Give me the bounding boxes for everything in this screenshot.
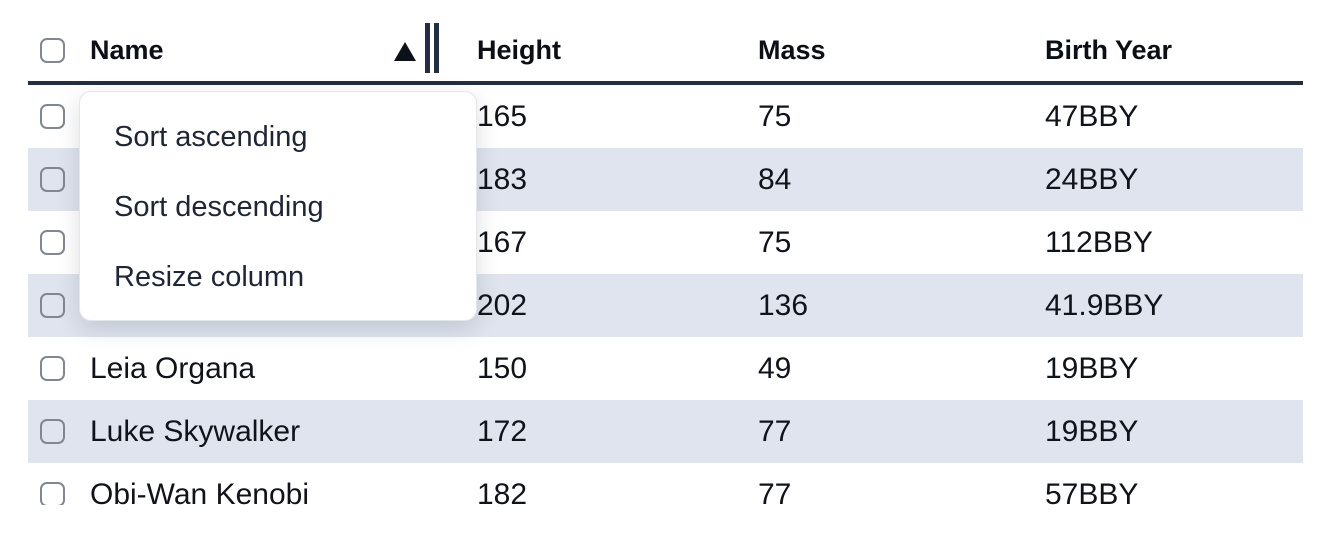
cell-mass: 77 [758,414,792,448]
cell-birth-year: 19BBY [1045,351,1139,385]
cell-birth-year: 19BBY [1045,414,1139,448]
data-table: Name Height Mass Birth Year 165 75 [28,0,1303,505]
row-checkbox[interactable] [40,167,65,192]
cell-height: 165 [477,99,528,133]
cell-birth-year: 24BBY [1045,162,1139,196]
menu-item-resize-column[interactable]: Resize column [114,260,305,293]
table-header-row: Name Height Mass Birth Year [28,0,1303,85]
cell-mass: 75 [758,225,792,259]
table-row: Obi-Wan Kenobi 182 77 57BBY [28,463,1303,505]
cell-mass: 49 [758,351,792,385]
column-resize-handle[interactable] [425,23,439,73]
cell-mass: 77 [758,477,792,506]
cell-height: 167 [477,225,528,259]
row-checkbox[interactable] [40,482,65,505]
resize-bar-icon [425,23,430,73]
cell-name: Luke Skywalker [90,414,301,448]
row-checkbox[interactable] [40,419,65,444]
cell-birth-year: 57BBY [1045,477,1139,506]
table-row: Luke Skywalker 172 77 19BBY [28,400,1303,463]
column-header-name[interactable]: Name [90,20,477,81]
cell-height: 150 [477,351,528,385]
menu-item-sort-descending[interactable]: Sort descending [114,190,324,223]
cell-height: 172 [477,414,528,448]
row-checkbox[interactable] [40,104,65,129]
column-header-mass[interactable]: Mass [758,35,826,65]
cell-height: 202 [477,288,528,322]
cell-height: 183 [477,162,528,196]
table-scroll-viewport: Name Height Mass Birth Year 165 75 [28,0,1303,505]
cell-mass: 136 [758,288,809,322]
resize-bar-icon [434,23,439,73]
column-header-birth-year[interactable]: Birth Year [1045,35,1173,65]
cell-height: 182 [477,477,528,506]
row-checkbox[interactable] [40,230,65,255]
cell-mass: 84 [758,162,792,196]
header-checkbox-cell [28,38,90,63]
cell-birth-year: 41.9BBY [1045,288,1164,322]
table-body: 165 75 47BBY 183 84 24BBY 167 75 112BB [28,85,1303,505]
menu-item-sort-ascending[interactable]: Sort ascending [114,120,308,153]
column-header-name-label: Name [90,35,164,65]
row-checkbox[interactable] [40,356,65,381]
sort-ascending-indicator-icon [394,42,416,61]
cell-birth-year: 47BBY [1045,99,1139,133]
select-all-checkbox[interactable] [40,38,65,63]
cell-name: Obi-Wan Kenobi [90,477,309,506]
cell-name: Leia Organa [90,351,256,385]
row-checkbox[interactable] [40,293,65,318]
table-row: Leia Organa 150 49 19BBY [28,337,1303,400]
cell-mass: 75 [758,99,792,133]
column-header-height[interactable]: Height [477,35,561,65]
column-context-menu: Sort ascending Sort descending Resize co… [79,91,477,321]
cell-birth-year: 112BBY [1045,225,1153,259]
